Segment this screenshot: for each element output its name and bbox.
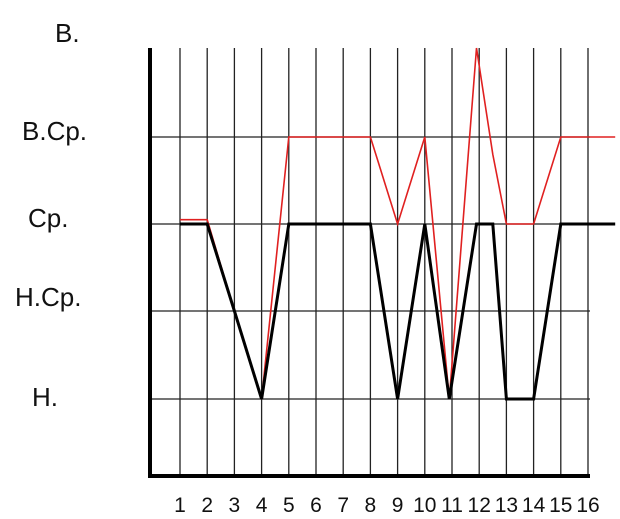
x-tick-label: 13 [495,494,518,517]
x-tick-label: 10 [413,494,436,517]
x-tick-label: 11 [441,494,463,517]
x-tick-label: 5 [283,494,295,517]
x-tick-label: 9 [392,494,404,517]
x-tick-label: 14 [522,494,546,517]
y-level-label: В.Ср. [22,116,87,146]
x-tick-label: 3 [229,494,241,517]
x-tick-label: 8 [365,494,377,517]
x-tick-label: 7 [337,494,349,517]
x-tick-label: 2 [201,494,213,517]
y-level-label: В. [55,18,80,48]
series-line-black [180,222,616,401]
y-level-label: Н. [32,382,58,412]
y-level-label: Н.Ср. [15,282,81,312]
x-tick-label: 4 [256,494,268,517]
x-tick-label: 16 [576,494,599,517]
y-level-label: Ср. [28,203,68,233]
x-tick-label: 1 [174,494,186,517]
x-tick-label: 12 [468,494,491,517]
x-tick-label: 15 [549,494,572,517]
x-tick-label: 6 [310,494,322,517]
